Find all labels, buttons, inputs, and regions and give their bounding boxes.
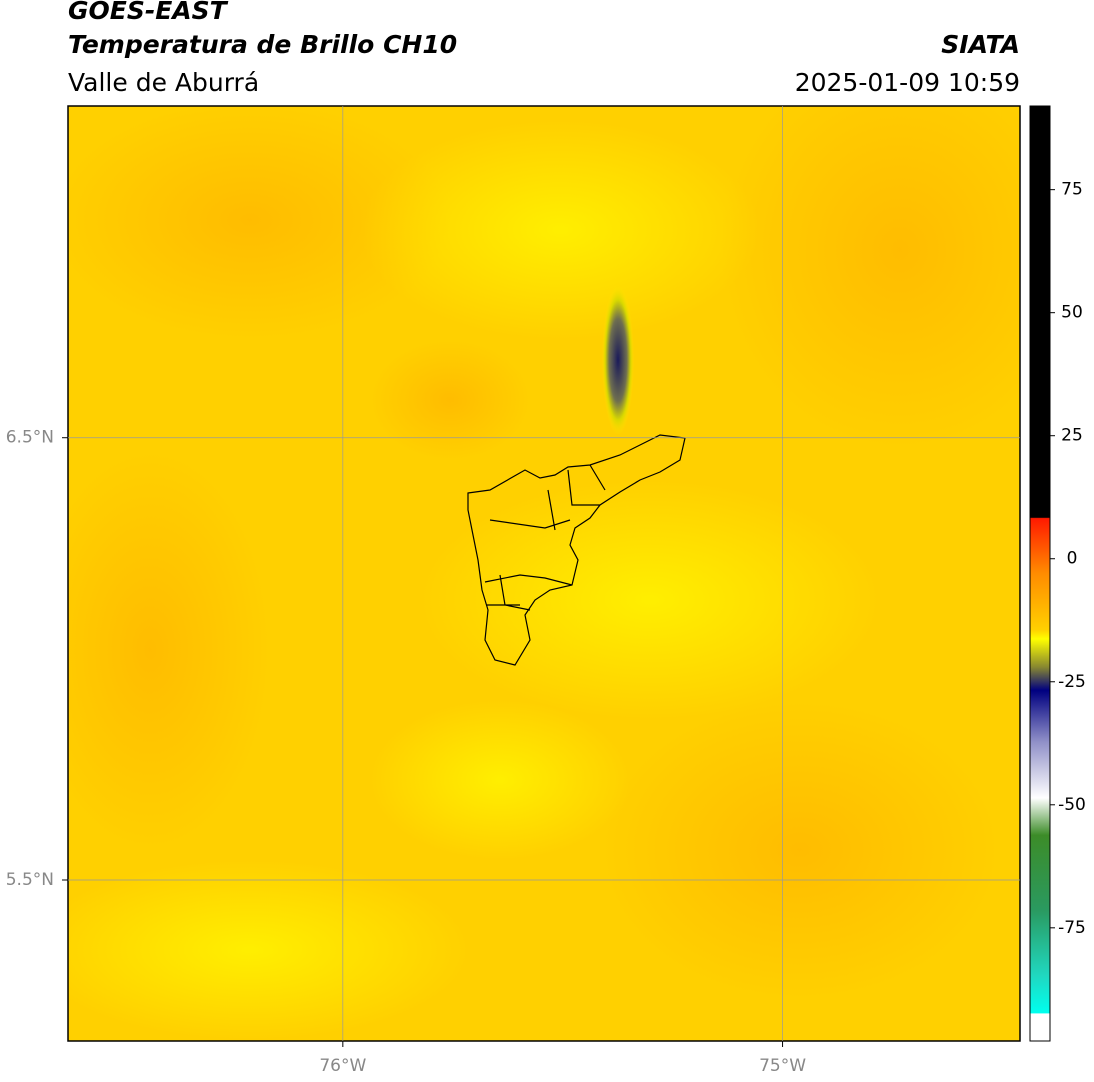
region: Valle de Aburrá: [68, 68, 259, 97]
colorbar-tick-label: -50: [1058, 795, 1086, 815]
colorbar: [1029, 105, 1051, 1042]
colorbar-tick-label: 25: [1061, 426, 1083, 446]
map-frame: [67, 105, 1021, 1042]
colorbar-tick-label: 0: [1067, 549, 1078, 569]
subtitle: Temperatura de Brillo CH10: [68, 30, 457, 59]
colorbar-tick-label: -25: [1058, 672, 1086, 692]
y-tick-label: 6.5°N: [6, 428, 54, 448]
x-tick-label: 76°W: [319, 1056, 366, 1076]
map-image: [68, 106, 1020, 1041]
title: GOES-EAST: [68, 0, 229, 25]
colorbar-tick-label: 50: [1061, 303, 1083, 323]
colorbar-tick-label: -75: [1058, 918, 1086, 938]
x-tick-label: 75°W: [759, 1056, 806, 1076]
source: SIATA: [941, 30, 1020, 59]
y-tick-label: 5.5°N: [6, 870, 54, 890]
colorbar-tick-label: 75: [1061, 180, 1083, 200]
datetime: 2025-01-09 10:59: [795, 68, 1020, 97]
